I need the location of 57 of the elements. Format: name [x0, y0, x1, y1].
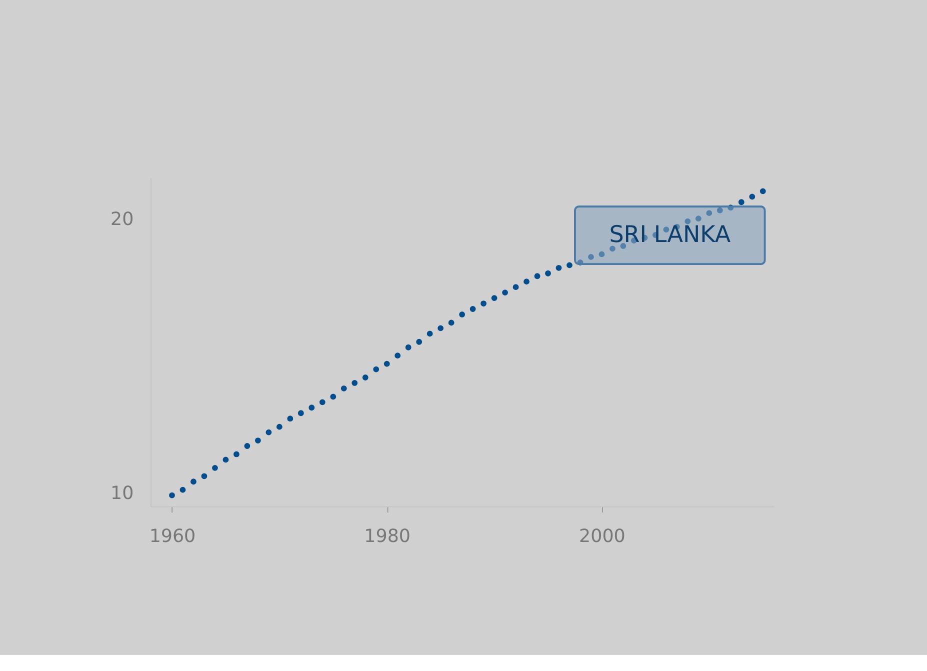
x-tick-label: 2000	[579, 526, 626, 548]
x-tick-label: 1960	[149, 526, 196, 548]
point	[512, 284, 519, 290]
point	[524, 278, 530, 285]
point	[384, 360, 390, 367]
point	[545, 270, 551, 276]
x-tick-label: 1980	[364, 526, 410, 548]
point	[728, 204, 734, 211]
point	[556, 264, 562, 271]
point	[362, 374, 368, 380]
series-label: SRI LANKA	[609, 222, 731, 248]
point	[244, 443, 250, 449]
point	[190, 478, 196, 485]
point	[706, 210, 712, 216]
point	[319, 399, 326, 406]
point	[330, 394, 336, 400]
point	[426, 330, 433, 337]
point	[438, 325, 444, 332]
point	[577, 259, 584, 266]
point	[749, 194, 756, 200]
point	[588, 254, 594, 260]
point	[459, 312, 466, 318]
y-tick-label: 20	[110, 208, 134, 230]
point	[598, 251, 605, 258]
point	[738, 199, 744, 206]
point	[760, 188, 766, 194]
point	[416, 338, 422, 345]
point	[684, 218, 691, 224]
point	[620, 243, 626, 249]
point	[340, 386, 347, 392]
point	[201, 473, 208, 480]
point	[480, 300, 487, 306]
point	[169, 492, 175, 498]
point	[266, 429, 272, 436]
point	[234, 451, 240, 458]
point	[308, 404, 315, 411]
point	[298, 410, 304, 416]
point	[448, 320, 454, 326]
point	[716, 207, 723, 214]
point	[566, 262, 572, 268]
point	[180, 486, 186, 493]
point	[610, 246, 616, 252]
point	[254, 438, 261, 444]
point	[695, 216, 702, 222]
point	[470, 306, 476, 312]
point	[394, 352, 401, 359]
point	[287, 416, 294, 422]
y-tick-label: 10	[110, 482, 134, 504]
point	[276, 424, 282, 430]
point	[534, 273, 540, 280]
point	[491, 295, 498, 301]
point	[405, 344, 412, 350]
point	[373, 366, 380, 372]
point	[502, 290, 508, 296]
point	[352, 380, 358, 386]
point	[222, 456, 229, 463]
point	[212, 464, 218, 471]
